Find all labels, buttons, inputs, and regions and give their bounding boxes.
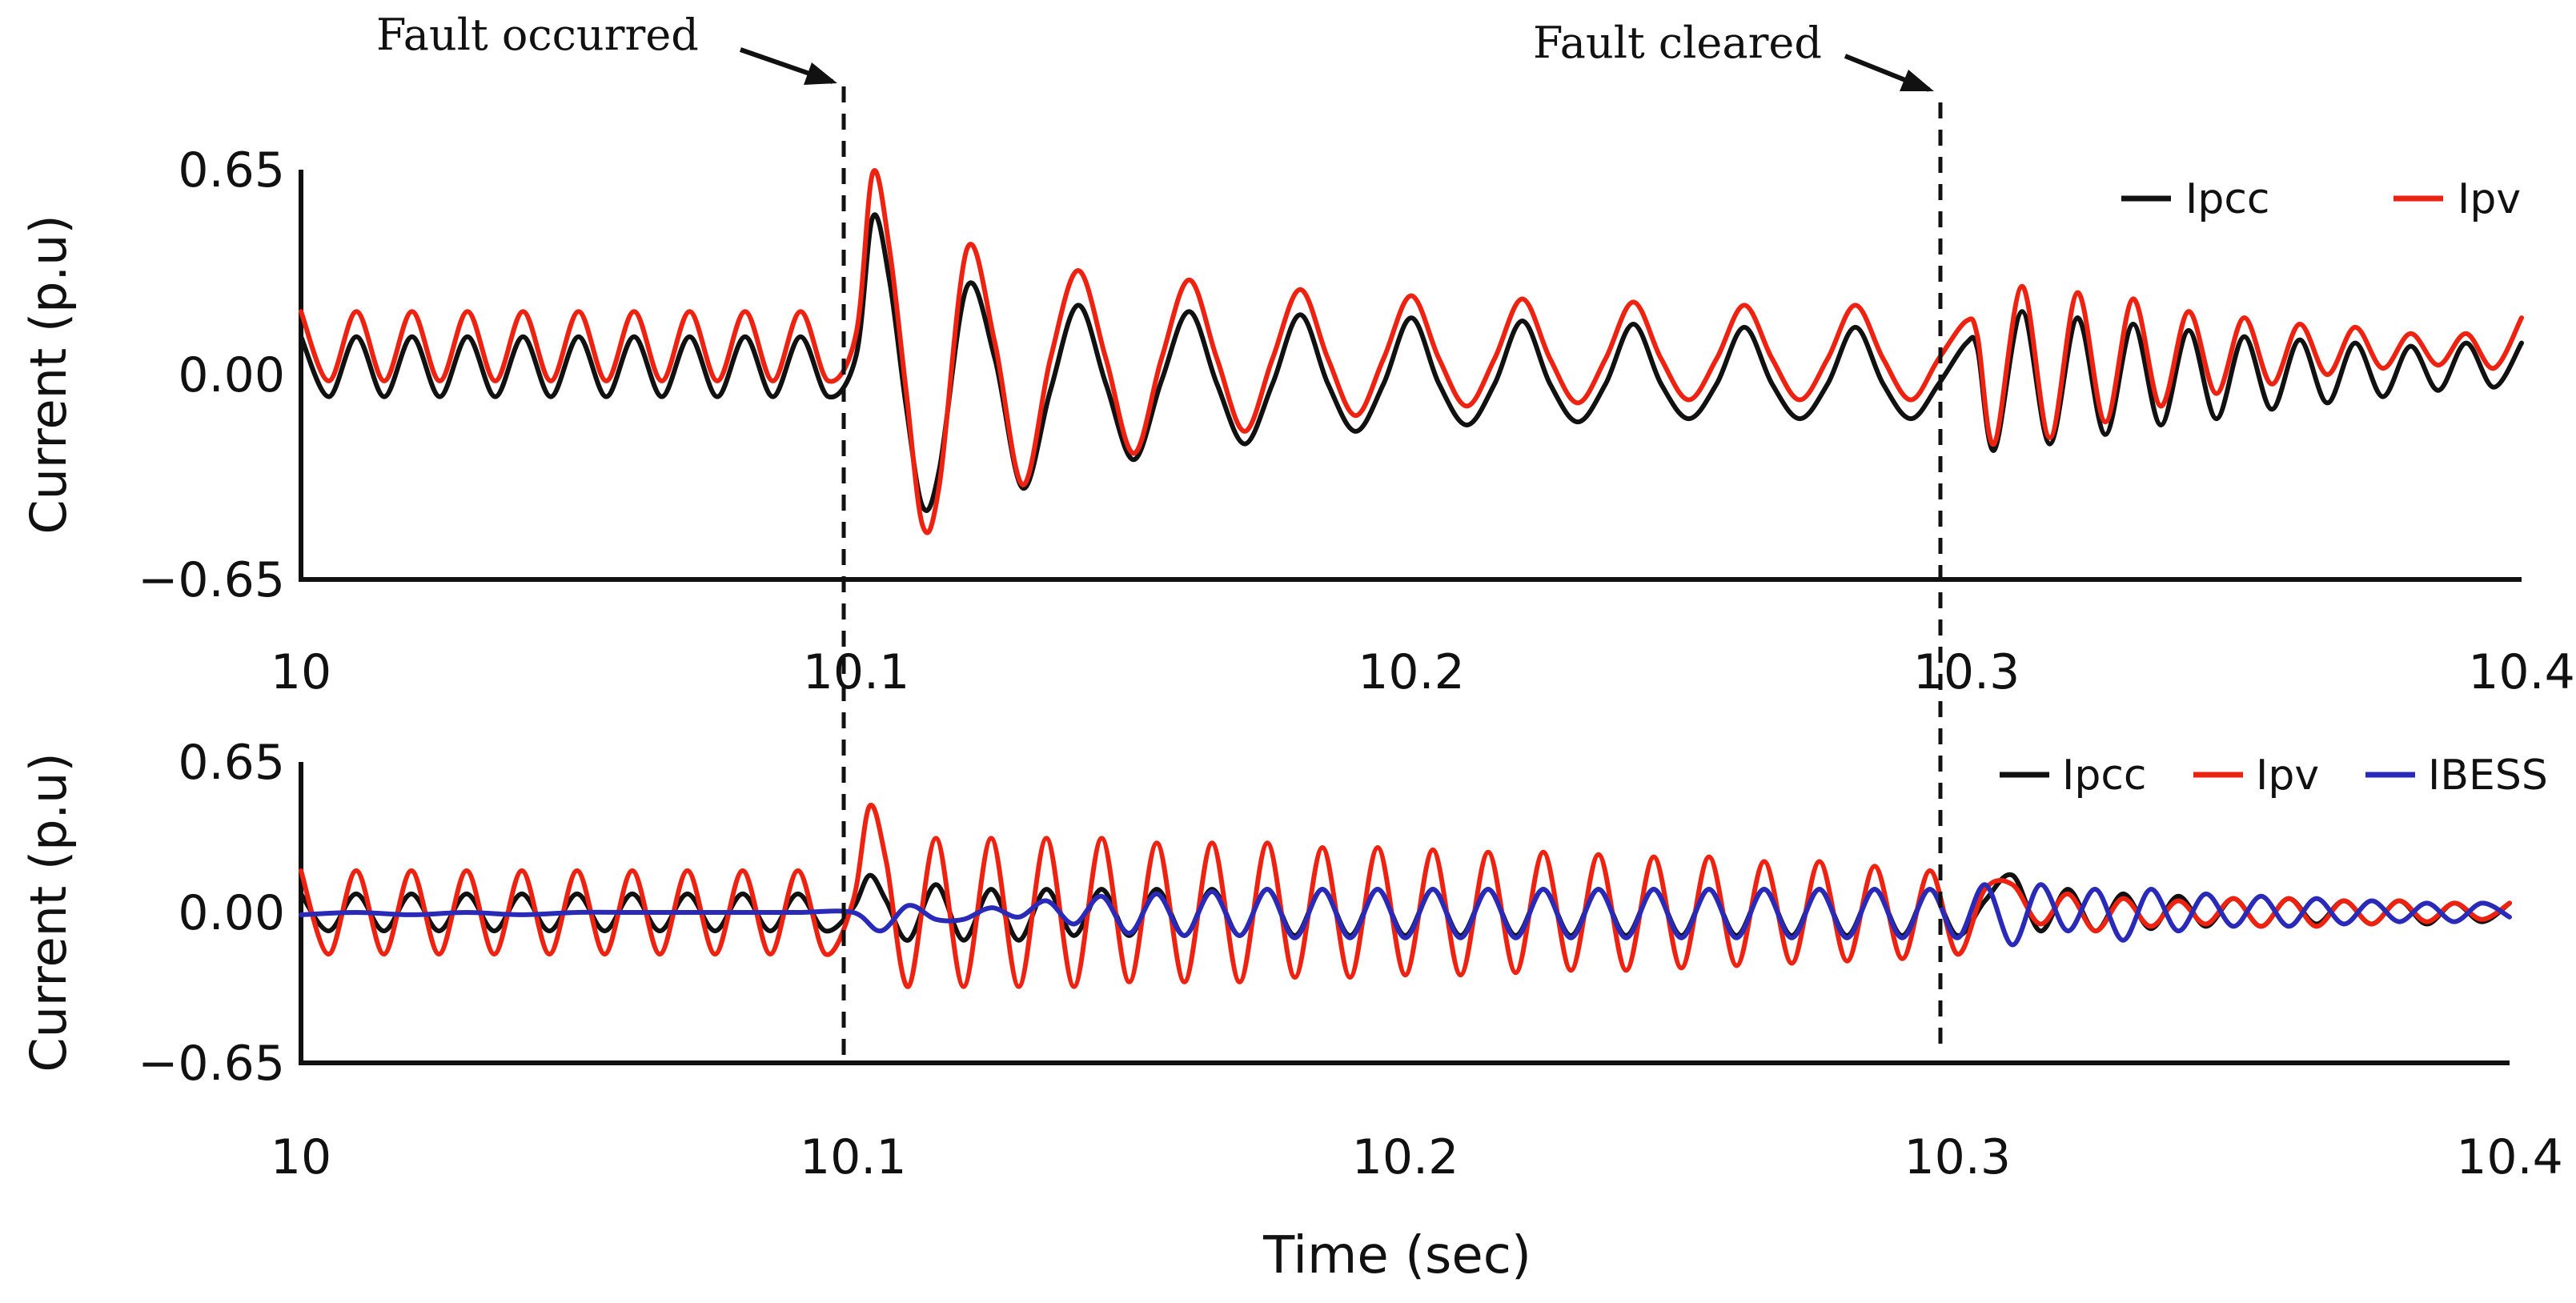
y-tick-label: −0.65 <box>138 1036 285 1092</box>
legend-label-ipv: Ipv <box>2256 752 2319 800</box>
legend-label-ipv: Ipv <box>2458 175 2521 223</box>
bottom-chart: 10 10.1 10.2 10.3 10.4 0.65 0.00 −0.65 Current (… <box>19 735 2563 1285</box>
fault-annotations: Fault occurred Fault cleared <box>376 10 1943 1055</box>
y-tick-label: 0.00 <box>178 885 285 941</box>
y-tick-label: 0.65 <box>178 735 285 791</box>
y-tick-label: 0.65 <box>178 142 285 198</box>
y-tick-label: 0.00 <box>178 347 285 403</box>
x-tick-label: 10.3 <box>1913 644 2020 700</box>
y-axis-label: Current (p.u) <box>19 752 78 1072</box>
y-tick-label: −0.65 <box>138 552 285 608</box>
series-line-ibess <box>299 882 2512 948</box>
x-tick-label: 10.1 <box>800 1129 907 1185</box>
x-tick-label: 10.2 <box>1358 644 1465 700</box>
x-tick-label: 10.4 <box>2456 1129 2563 1185</box>
y-axis-label: Current (p.u) <box>19 214 78 534</box>
x-tick-label: 10 <box>271 1129 331 1185</box>
fault-occurred-arrowhead <box>804 62 837 85</box>
x-tick-label: 10.4 <box>2468 644 2575 700</box>
x-tick-label: 10.1 <box>803 644 910 700</box>
fault-occurred-label: Fault occurred <box>376 10 699 60</box>
series-line-ipv <box>299 168 2524 535</box>
legend-label-ipcc: Ipcc <box>2185 175 2270 223</box>
x-axis-label: Time (sec) <box>1262 1226 1531 1285</box>
x-tick-label: 10.2 <box>1352 1129 1459 1185</box>
legend-label-ibess: IBESS <box>2428 752 2548 800</box>
fault-cleared-arrowhead <box>1900 70 1934 91</box>
top-chart: 10 10.1 10.2 10.3 10.4 0.65 0.00 −0.65 Current (… <box>19 142 2575 700</box>
legend-label-ipcc: Ipcc <box>2062 752 2147 800</box>
x-tick-label: 10 <box>271 644 331 700</box>
fault-cleared-label: Fault cleared <box>1533 18 1822 68</box>
series-line-ipcc <box>299 212 2524 514</box>
x-tick-label: 10.3 <box>1904 1129 2011 1185</box>
